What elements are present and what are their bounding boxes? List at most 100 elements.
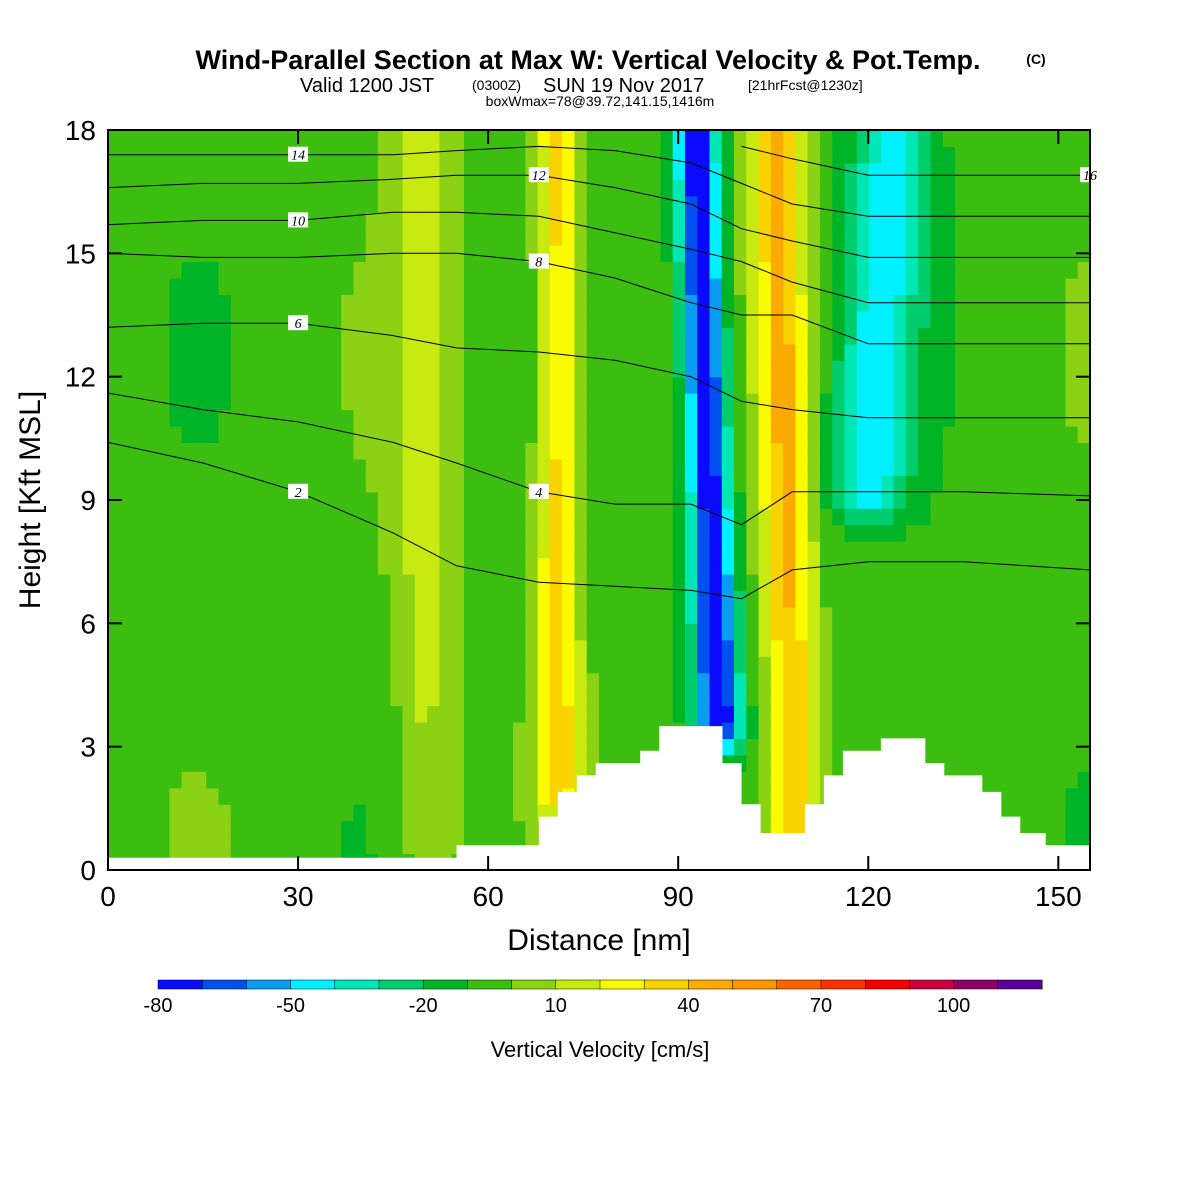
- velocity-cell: [267, 409, 281, 427]
- velocity-cell: [451, 212, 465, 230]
- velocity-cell: [353, 228, 367, 246]
- velocity-cell: [402, 162, 416, 180]
- velocity-cell: [635, 409, 649, 427]
- velocity-cell: [697, 228, 711, 246]
- velocity-cell: [120, 574, 134, 592]
- velocity-cell: [1065, 541, 1079, 559]
- velocity-cell: [807, 146, 821, 164]
- velocity-cell: [635, 228, 649, 246]
- velocity-cell: [537, 426, 551, 444]
- velocity-cell: [365, 820, 379, 838]
- velocity-cell: [353, 278, 367, 296]
- velocity-cell: [1016, 376, 1030, 394]
- velocity-cell: [476, 179, 490, 197]
- velocity-cell: [893, 475, 907, 493]
- velocity-cell: [549, 343, 563, 361]
- velocity-cell: [537, 590, 551, 608]
- velocity-cell: [463, 557, 477, 575]
- velocity-cell: [893, 376, 907, 394]
- velocity-cell: [672, 179, 686, 197]
- velocity-cell: [660, 606, 674, 624]
- velocity-cell: [476, 820, 490, 838]
- velocity-cell: [181, 787, 195, 805]
- velocity-cell: [267, 689, 281, 707]
- velocity-cell: [611, 212, 625, 230]
- velocity-cell: [218, 278, 232, 296]
- velocity-cell: [770, 722, 784, 740]
- velocity-cell: [328, 574, 342, 592]
- velocity-cell: [230, 590, 244, 608]
- velocity-cell: [979, 228, 993, 246]
- velocity-cell: [279, 574, 293, 592]
- velocity-cell: [206, 179, 220, 197]
- velocity-cell: [697, 179, 711, 197]
- velocity-cell: [218, 738, 232, 756]
- velocity-cell: [279, 804, 293, 822]
- velocity-cell: [193, 606, 207, 624]
- velocity-cell: [193, 393, 207, 411]
- velocity-cell: [721, 146, 735, 164]
- velocity-cell: [979, 623, 993, 641]
- velocity-cell: [193, 738, 207, 756]
- velocity-cell: [574, 376, 588, 394]
- velocity-cell: [844, 261, 858, 279]
- velocity-cell: [525, 524, 539, 542]
- velocity-cell: [500, 146, 514, 164]
- velocity-cell: [341, 804, 355, 822]
- velocity-cell: [770, 458, 784, 476]
- velocity-cell: [635, 343, 649, 361]
- velocity-cell: [390, 541, 404, 559]
- velocity-cell: [353, 656, 367, 674]
- velocity-cell: [206, 623, 220, 641]
- velocity-cell: [930, 606, 944, 624]
- velocity-cell: [1028, 162, 1042, 180]
- velocity-cell: [144, 343, 158, 361]
- velocity-cell: [844, 475, 858, 493]
- velocity-cell: [218, 787, 232, 805]
- velocity-cell: [697, 689, 711, 707]
- velocity-cell: [316, 409, 330, 427]
- velocity-cell: [463, 754, 477, 772]
- velocity-cell: [734, 656, 747, 674]
- velocity-cell: [132, 491, 146, 509]
- velocity-cell: [709, 409, 723, 427]
- velocity-cell: [991, 491, 1005, 509]
- velocity-cell: [807, 491, 821, 509]
- velocity-cell: [635, 623, 649, 641]
- velocity-cell: [1065, 491, 1079, 509]
- velocity-cell: [856, 327, 870, 345]
- velocity-cell: [525, 508, 539, 526]
- velocity-cell: [378, 360, 391, 378]
- velocity-cell: [157, 590, 170, 608]
- velocity-cell: [1040, 722, 1054, 740]
- velocity-cell: [181, 245, 195, 263]
- velocity-cell: [316, 130, 330, 148]
- velocity-cell: [967, 228, 981, 246]
- velocity-cell: [267, 705, 281, 723]
- velocity-cell: [378, 689, 391, 707]
- velocity-cell: [353, 639, 367, 657]
- velocity-cell: [328, 672, 342, 690]
- velocity-cell: [979, 426, 993, 444]
- velocity-cell: [193, 409, 207, 427]
- velocity-cell: [132, 294, 146, 312]
- velocity-cell: [893, 524, 907, 542]
- velocity-cell: [1053, 228, 1067, 246]
- velocity-cell: [525, 426, 539, 444]
- velocity-cell: [599, 179, 612, 197]
- velocity-cell: [832, 623, 846, 641]
- velocity-cell: [635, 656, 649, 674]
- velocity-cell: [488, 162, 502, 180]
- velocity-cell: [1053, 442, 1067, 460]
- velocity-cell: [451, 623, 465, 641]
- velocity-cell: [1016, 278, 1030, 296]
- velocity-cell: [856, 656, 870, 674]
- velocity-cell: [770, 689, 784, 707]
- velocity-cell: [1053, 524, 1067, 542]
- velocity-cell: [169, 722, 183, 740]
- velocity-cell: [1065, 656, 1079, 674]
- velocity-cell: [549, 130, 563, 148]
- velocity-cell: [905, 310, 919, 328]
- velocity-cell: [672, 294, 686, 312]
- velocity-cell: [108, 458, 121, 476]
